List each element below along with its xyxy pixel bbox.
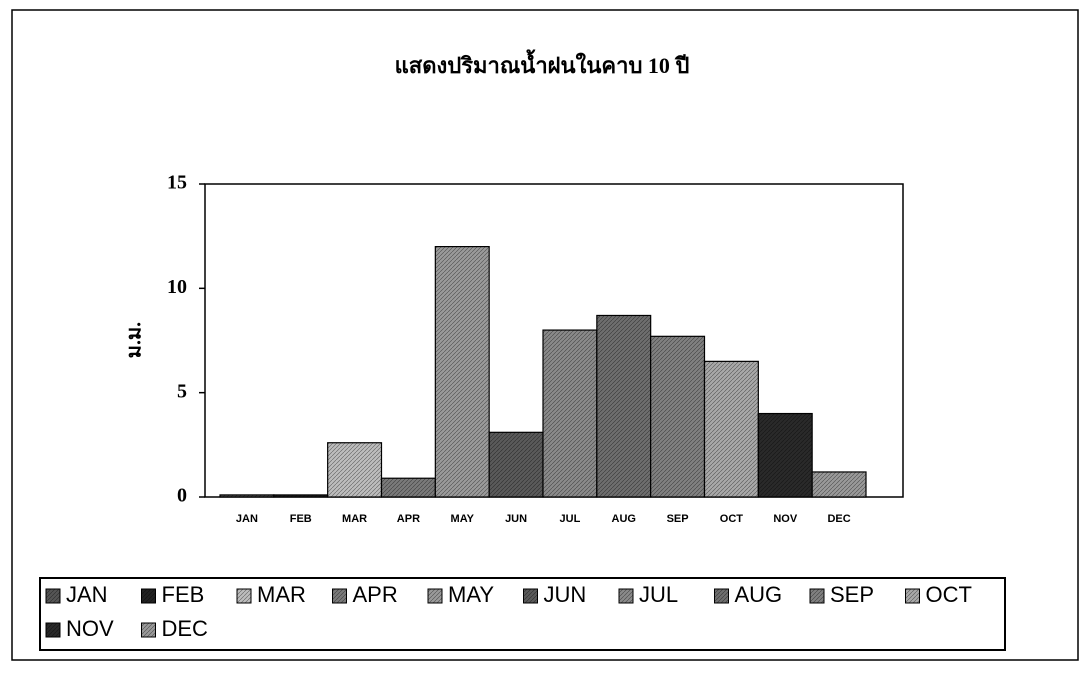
legend-swatch-texture <box>428 589 442 603</box>
legend-label: APR <box>353 582 398 607</box>
legend-label: JUL <box>639 582 678 607</box>
bar-texture <box>327 442 382 497</box>
x-tick-label: MAR <box>342 513 367 525</box>
bar-texture <box>812 471 866 497</box>
x-tick-label: FEB <box>290 513 312 525</box>
legend-swatch-texture <box>237 589 251 603</box>
bar-texture <box>435 246 490 497</box>
x-tick-label: AUG <box>612 513 636 525</box>
legend-swatch-texture <box>714 589 729 603</box>
bar-texture <box>489 432 543 497</box>
legend-swatch-texture <box>905 589 920 603</box>
x-tick-label: DEC <box>827 513 850 525</box>
legend-swatch-texture <box>46 623 60 637</box>
legend-label: MAY <box>448 582 494 607</box>
legend-label: JUN <box>544 582 587 607</box>
legend-swatch-texture <box>46 589 60 603</box>
legend-label: NOV <box>66 616 114 641</box>
legend-label: DEC <box>162 616 209 641</box>
chart-title: แสดงปริมาณน้ำฝนในคาบ 10 ปี <box>395 49 690 78</box>
y-axis-label: ม.ม. <box>124 322 146 358</box>
y-tick-label: 10 <box>167 276 187 298</box>
legend-label: SEP <box>830 582 874 607</box>
legend-label: FEB <box>162 582 205 607</box>
legend-swatch-texture <box>141 589 156 603</box>
y-tick-label: 0 <box>177 485 187 507</box>
x-tick-label: OCT <box>720 513 744 525</box>
legend-label: MAR <box>257 582 306 607</box>
bar-texture <box>596 315 651 497</box>
legend-swatch-texture <box>810 589 824 603</box>
bar-texture <box>650 336 705 497</box>
bar-texture <box>543 330 597 497</box>
x-tick-label: JUN <box>505 513 527 525</box>
bar-texture <box>220 494 274 497</box>
x-tick-label: MAY <box>451 513 475 525</box>
y-tick-label: 15 <box>167 172 187 194</box>
bar-texture <box>704 361 759 497</box>
legend-label: OCT <box>926 582 972 607</box>
bar-texture <box>381 478 436 497</box>
legend-label: JAN <box>66 582 108 607</box>
bar-texture <box>758 413 813 497</box>
legend-swatch-texture <box>619 589 633 603</box>
x-tick-label: SEP <box>667 513 689 525</box>
x-tick-label: JAN <box>236 513 258 525</box>
legend-label: AUG <box>735 582 783 607</box>
legend-swatch-texture <box>332 589 347 603</box>
legend-swatch-texture <box>141 623 156 637</box>
y-tick-label: 5 <box>177 380 187 402</box>
x-tick-label: APR <box>397 513 420 525</box>
x-tick-label: JUL <box>560 513 581 525</box>
bar-texture <box>273 494 328 497</box>
legend-swatch-texture <box>523 589 538 603</box>
legend <box>39 577 1006 651</box>
x-tick-label: NOV <box>773 513 798 525</box>
